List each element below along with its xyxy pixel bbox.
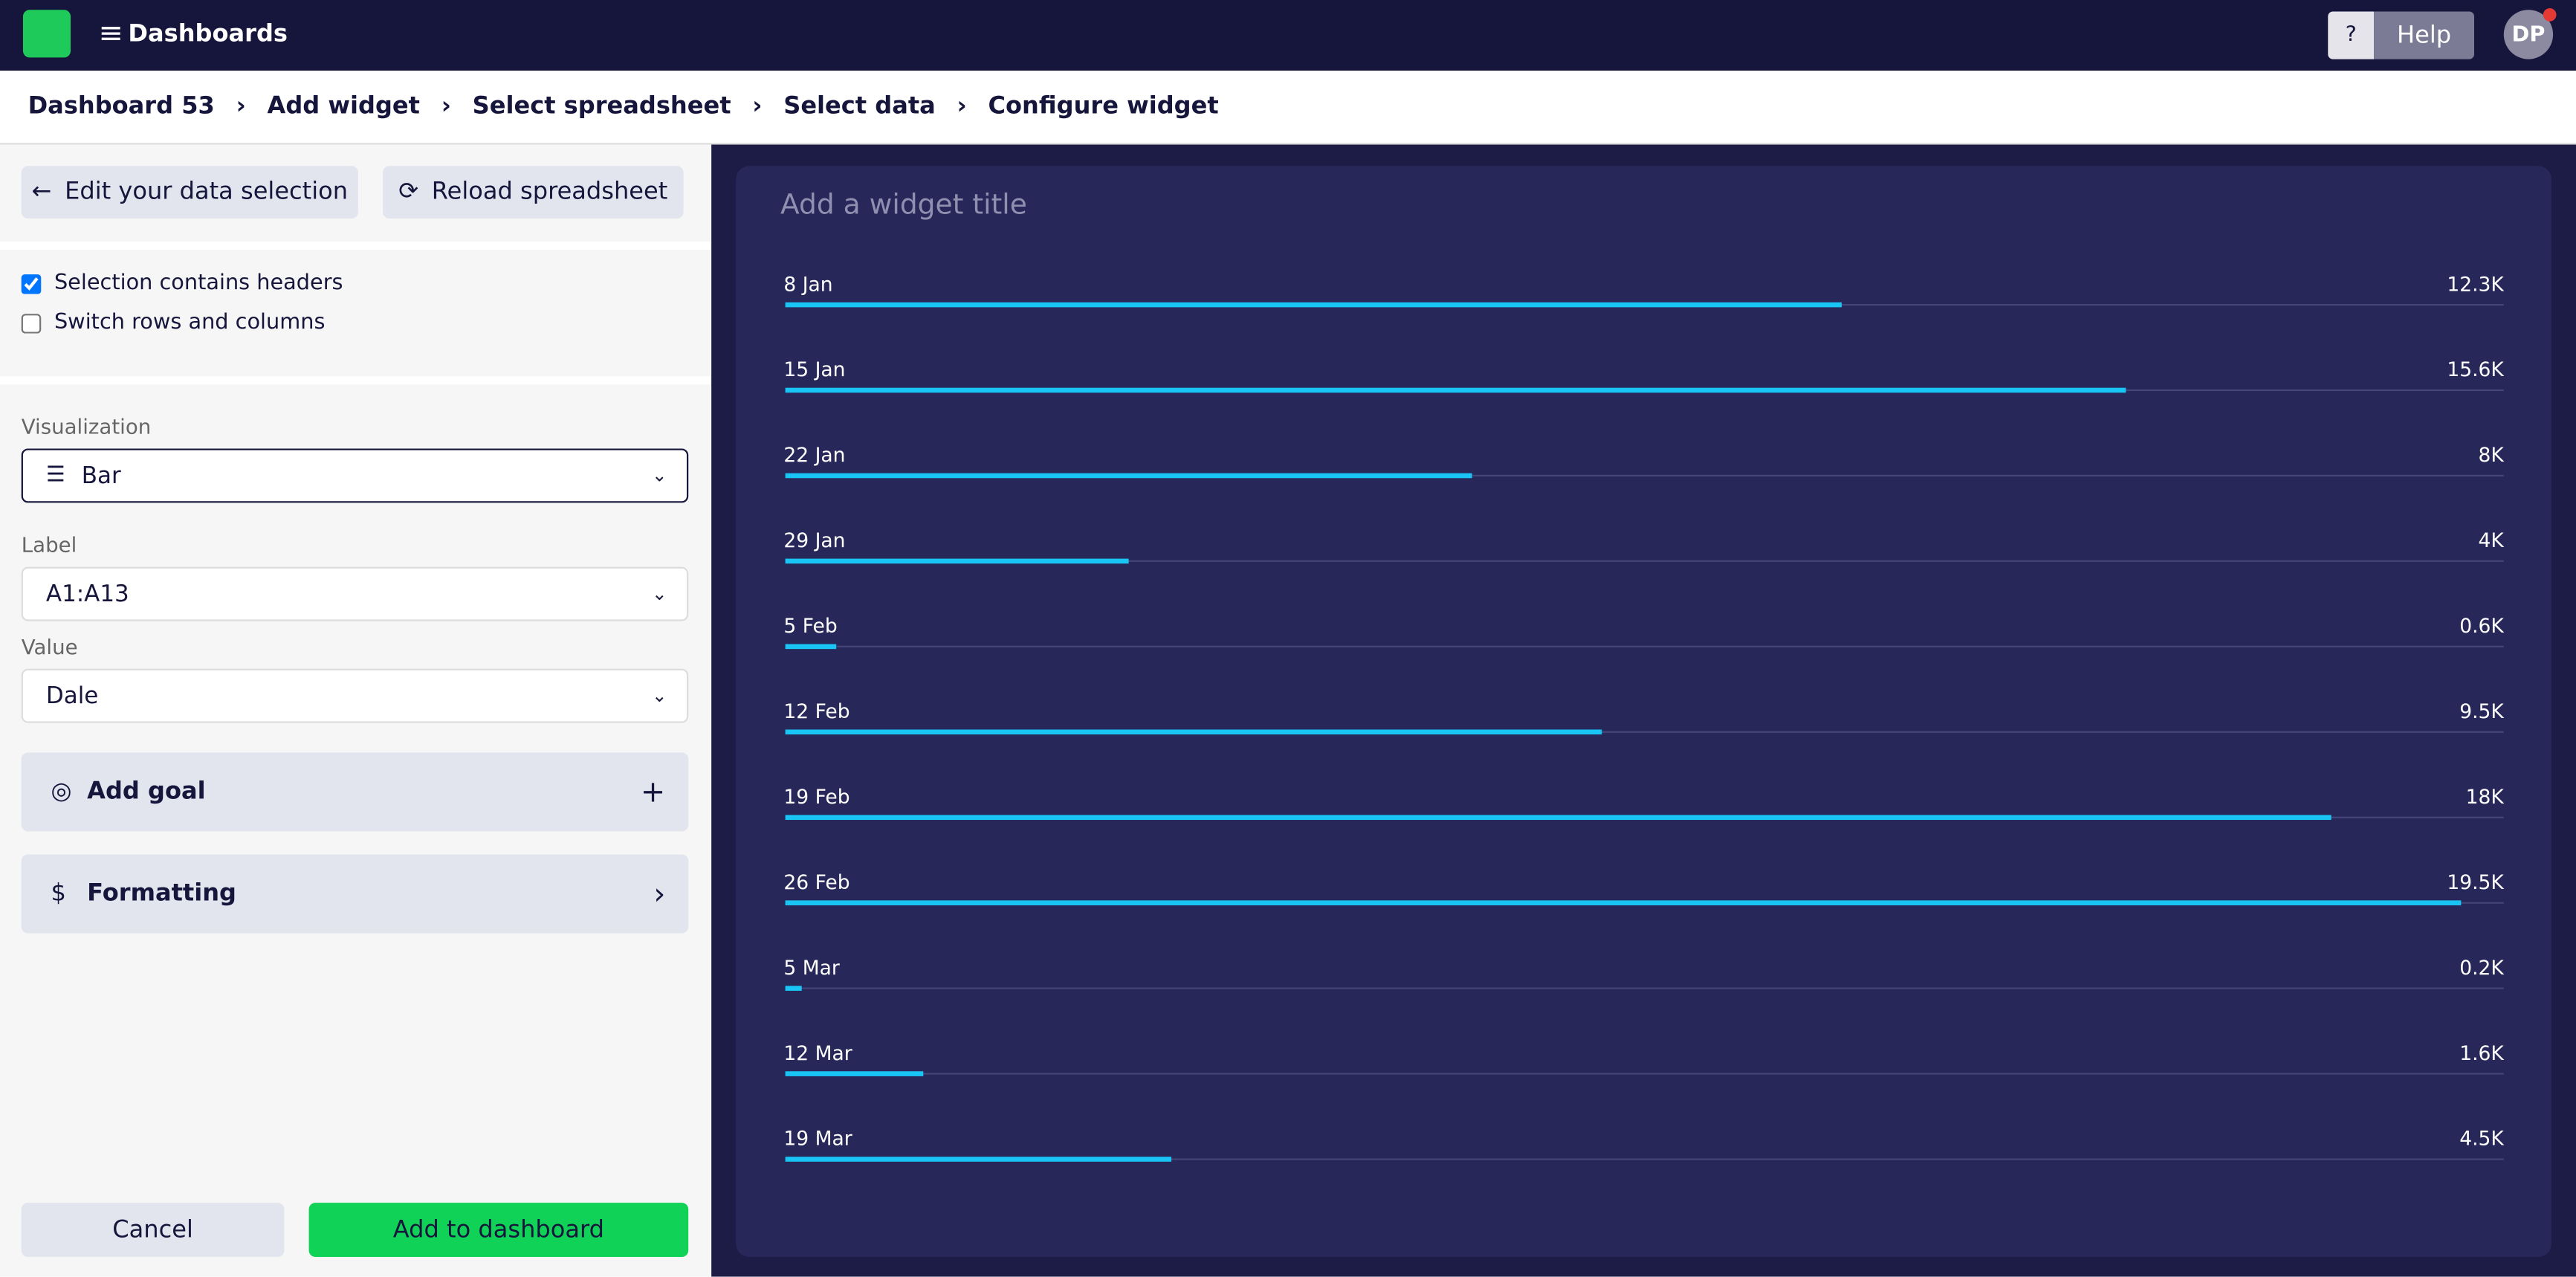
breadcrumb[interactable]: Configure widget <box>988 93 1219 120</box>
select-value: Bar <box>81 462 121 489</box>
notification-dot <box>2543 8 2557 22</box>
bar <box>785 815 2332 821</box>
bar <box>785 1157 1172 1162</box>
divider <box>0 241 712 250</box>
value-label: 4K <box>2478 528 2504 552</box>
select[interactable]: ☰ Bar ⌄ <box>21 448 689 503</box>
top-bar: ≡ Dashboards ? Help DP <box>0 0 2576 71</box>
bar-track <box>785 987 2504 989</box>
add-button[interactable]: Add to dashboard <box>308 1203 689 1258</box>
checkbox[interactable] <box>21 274 42 294</box>
breadcrumb[interactable]: Select spreadsheet <box>472 93 731 120</box>
section-toggle[interactable]: $ Formatting › <box>21 854 689 934</box>
section-action: › <box>653 876 666 911</box>
chevron: ⌄ <box>652 465 667 487</box>
help-button[interactable]: Help <box>2374 11 2475 59</box>
bar <box>785 387 2126 393</box>
reload-button[interactable]: ⟳ Reload spreadsheet <box>383 166 684 219</box>
bar <box>785 900 2461 905</box>
checkbox[interactable] <box>21 313 42 333</box>
chevron: ⌄ <box>652 685 667 707</box>
edit-selection-button[interactable]: ← Edit your data selection <box>21 166 358 219</box>
bar-track <box>785 1158 2504 1160</box>
field-label: Visualization <box>21 414 152 439</box>
category-label: 5 Mar <box>783 956 840 980</box>
value-label: 9.5K <box>2459 699 2504 723</box>
bar-track <box>785 645 2504 647</box>
breadcrumb-separator: › <box>441 93 451 120</box>
bar <box>785 986 803 991</box>
select-value: A1:A13 <box>45 581 129 607</box>
divider <box>0 376 712 385</box>
value-label: 0.6K <box>2459 614 2504 638</box>
bar <box>785 729 1602 735</box>
breadcrumb-separator: › <box>752 93 763 120</box>
value-label: 12.3K <box>2447 272 2504 296</box>
section-label: Formatting <box>87 880 237 908</box>
menu-icon[interactable]: ≡ <box>98 16 123 51</box>
breadcrumb-separator: › <box>236 93 246 120</box>
checkbox-label: Switch rows and columns <box>54 310 326 335</box>
category-label: 22 Jan <box>783 443 846 467</box>
bar-track <box>785 560 2504 562</box>
checkbox-label: Selection contains headers <box>54 271 343 296</box>
menu-label[interactable]: Dashboards <box>128 21 288 48</box>
button-label: Edit your data selection <box>65 178 349 206</box>
select-value: Dale <box>45 682 99 709</box>
category-label: 15 Jan <box>783 358 846 381</box>
category-label: 12 Mar <box>783 1041 852 1065</box>
category-label: 19 Mar <box>783 1127 852 1151</box>
category-label: 26 Feb <box>783 870 850 894</box>
breadcrumb[interactable]: Add widget <box>267 93 420 120</box>
section-icon: ◎ <box>51 778 72 806</box>
help-icon[interactable]: ? <box>2328 11 2375 59</box>
bar <box>785 1071 923 1076</box>
bar-track <box>785 1073 2504 1075</box>
widget-title[interactable]: Add a widget title <box>780 189 1027 222</box>
bar <box>785 473 1473 479</box>
bar-track <box>785 731 2504 733</box>
value-label: 8K <box>2478 443 2504 467</box>
field-label: Label <box>21 532 77 557</box>
category-label: 29 Jan <box>783 528 846 552</box>
section-toggle[interactable]: ◎ Add goal + <box>21 752 689 832</box>
section-icon: $ <box>51 880 66 908</box>
value-label: 18K <box>2465 785 2504 809</box>
field-label: Value <box>21 634 78 659</box>
bar <box>785 558 1130 564</box>
category-label: 5 Feb <box>783 614 838 638</box>
chevron: ⌄ <box>652 583 667 605</box>
value-label: 4.5K <box>2459 1127 2504 1151</box>
checkboxes: Selection contains headers Switch rows an… <box>21 271 343 350</box>
breadcrumb[interactable]: Select data <box>783 93 936 120</box>
breadcrumb[interactable]: Dashboard 53 <box>27 93 215 120</box>
bar <box>785 644 837 650</box>
value-label: 1.6K <box>2459 1041 2504 1065</box>
cancel-button[interactable]: Cancel <box>21 1203 285 1258</box>
category-label: 12 Feb <box>783 699 850 723</box>
bar <box>785 302 1842 308</box>
checkbox-row[interactable]: Switch rows and columns <box>21 310 343 335</box>
button-label: Reload spreadsheet <box>431 178 668 206</box>
select[interactable]: Dale ⌄ <box>21 668 689 723</box>
breadcrumb-separator: › <box>957 93 967 120</box>
breadcrumbs: Dashboard 53 › Add widget › Select spreadshe… <box>0 71 2576 145</box>
value-label: 15.6K <box>2447 358 2504 381</box>
value-label: 19.5K <box>2447 870 2504 894</box>
select[interactable]: A1:A13 ⌄ <box>21 566 689 621</box>
checkbox-row[interactable]: Selection contains headers <box>21 271 343 296</box>
category-label: 19 Feb <box>783 785 850 809</box>
section-label: Add goal <box>87 778 206 806</box>
category-label: 8 Jan <box>783 272 833 296</box>
bar-icon: ☰ <box>45 463 65 488</box>
value-label: 0.2K <box>2459 956 2504 980</box>
logo[interactable] <box>22 10 71 58</box>
bar-track <box>785 474 2504 477</box>
widget-card: Add a widget title 8 Jan 12.3K 15 Jan 15.6K… <box>736 166 2551 1258</box>
section-action: + <box>640 775 666 809</box>
